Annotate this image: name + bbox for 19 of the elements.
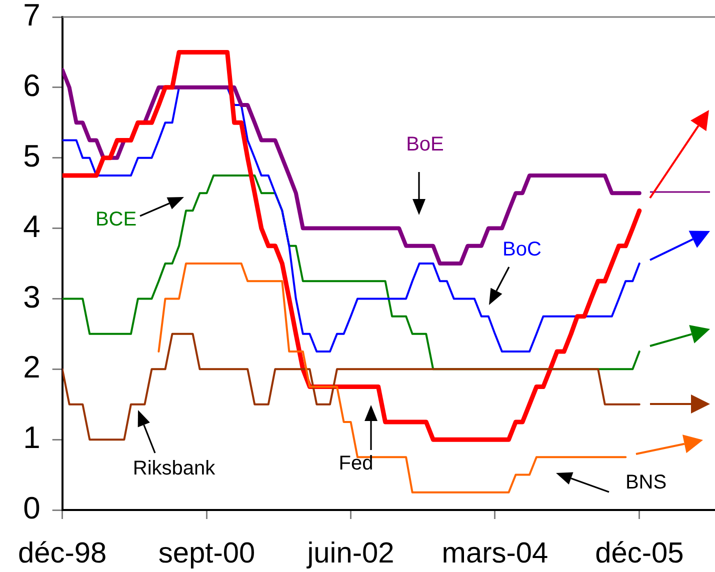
y-tick-label: 6 bbox=[23, 68, 40, 103]
y-tick-label: 3 bbox=[23, 279, 40, 314]
x-tick-label: mars-04 bbox=[442, 537, 548, 570]
y-tick-label: 7 bbox=[23, 0, 40, 33]
text: BoE bbox=[406, 134, 444, 156]
x-tick-label: déc-05 bbox=[595, 537, 684, 570]
y-tick-label: 4 bbox=[23, 208, 40, 244]
series-label: Fed bbox=[338, 452, 374, 475]
y-tick-label: 5 bbox=[23, 138, 40, 174]
x-tick-label: déc-98 bbox=[18, 537, 107, 570]
y-tick-label: 1 bbox=[23, 420, 40, 456]
y-tick-label: 0 bbox=[23, 490, 40, 526]
x-tick-label: juin-02 bbox=[306, 537, 394, 570]
series-label: Riksbank bbox=[132, 458, 216, 480]
y-tick-label: 2 bbox=[23, 350, 40, 385]
text: BCE bbox=[95, 208, 137, 231]
legend-label: BNS bbox=[625, 472, 667, 494]
x-tick-label: sept-00 bbox=[158, 537, 256, 570]
text: BoC bbox=[502, 238, 542, 261]
